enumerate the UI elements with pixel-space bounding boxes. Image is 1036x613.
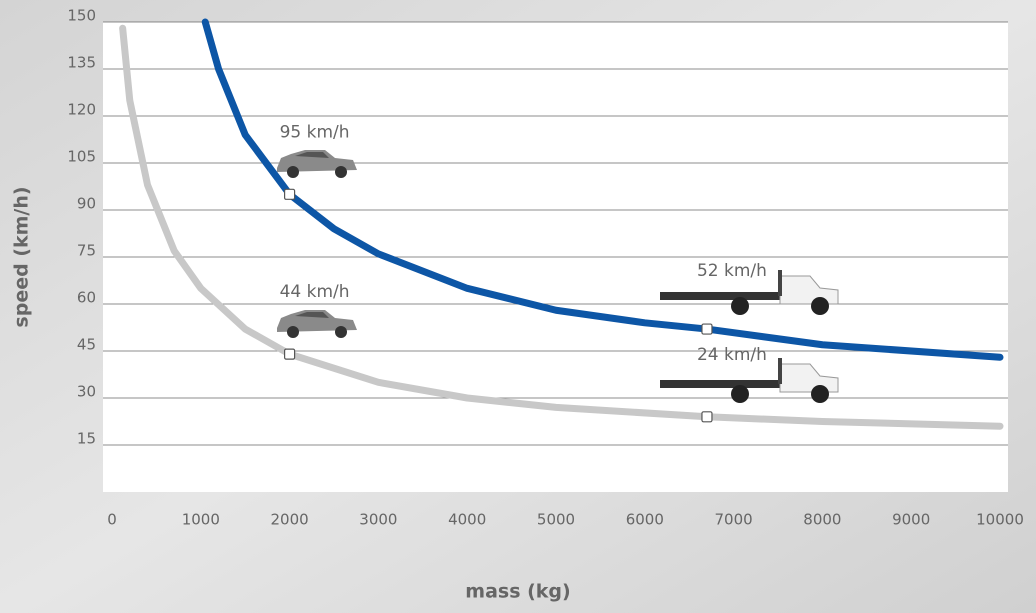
point-label: 24 km/h bbox=[697, 345, 767, 365]
x-tick-label: 3000 bbox=[359, 511, 397, 529]
y-tick-label: 120 bbox=[67, 101, 96, 119]
y-tick-label: 105 bbox=[67, 148, 96, 166]
y-tick-label: 30 bbox=[77, 383, 96, 401]
x-tick-label: 9000 bbox=[892, 511, 930, 529]
x-tick-label: 10000 bbox=[976, 511, 1024, 529]
y-tick-label: 150 bbox=[67, 7, 96, 25]
x-axis-title: mass (kg) bbox=[465, 581, 570, 603]
point-label: 52 km/h bbox=[697, 261, 767, 281]
point-marker bbox=[284, 348, 296, 360]
y-tick-label: 135 bbox=[67, 54, 96, 72]
point-label: 44 km/h bbox=[280, 282, 350, 302]
y-tick-label: 45 bbox=[77, 336, 96, 354]
y-tick-label: 60 bbox=[77, 289, 96, 307]
x-tick-label: 2000 bbox=[271, 511, 309, 529]
x-tick-label: 8000 bbox=[803, 511, 841, 529]
x-tick-label: 5000 bbox=[537, 511, 575, 529]
x-tick-label: 4000 bbox=[448, 511, 486, 529]
point-label: 95 km/h bbox=[280, 122, 350, 142]
point-marker bbox=[284, 188, 296, 200]
x-tick-label: 6000 bbox=[626, 511, 664, 529]
point-marker bbox=[701, 323, 713, 335]
x-tick-label: 0 bbox=[107, 511, 117, 529]
point-marker bbox=[701, 411, 713, 423]
y-tick-label: 15 bbox=[77, 430, 96, 448]
line bbox=[201, 18, 1004, 361]
x-tick-label: 7000 bbox=[715, 511, 753, 529]
x-tick-label: 1000 bbox=[182, 511, 220, 529]
y-axis-title: speed (km/h) bbox=[11, 186, 33, 327]
y-tick-label: 90 bbox=[77, 195, 96, 213]
y-tick-label: 75 bbox=[77, 242, 96, 260]
